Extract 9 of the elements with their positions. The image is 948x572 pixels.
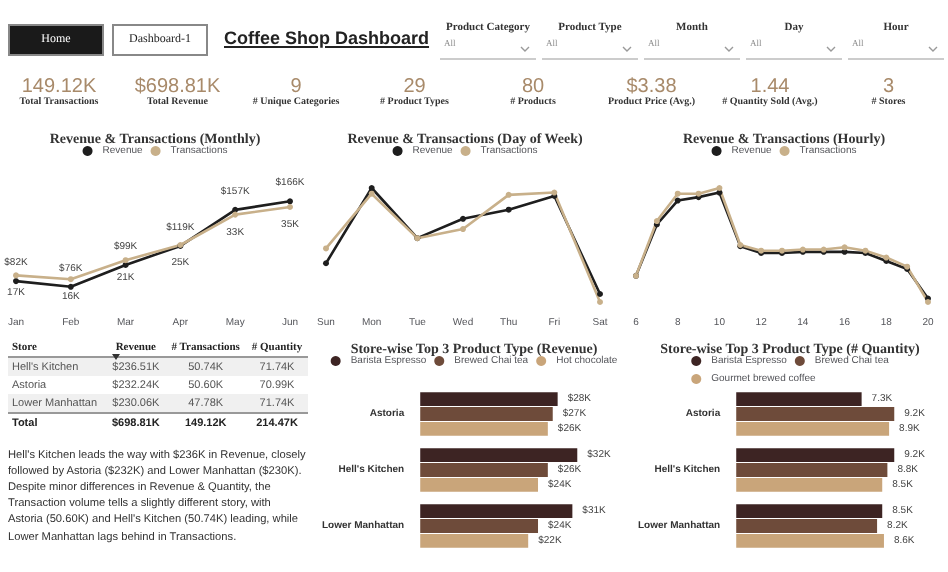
text: 29 <box>403 76 426 98</box>
text: $698.81K <box>132 76 223 98</box>
text: $3.38 <box>626 76 677 98</box>
text: Coffee Shop Dashboard <box>224 28 430 48</box>
text: 149.12K <box>21 76 97 98</box>
text: 80 <box>521 76 545 98</box>
text: 1.44 <box>750 76 792 98</box>
text: 3 <box>882 76 895 98</box>
text: 9 <box>290 76 302 98</box>
